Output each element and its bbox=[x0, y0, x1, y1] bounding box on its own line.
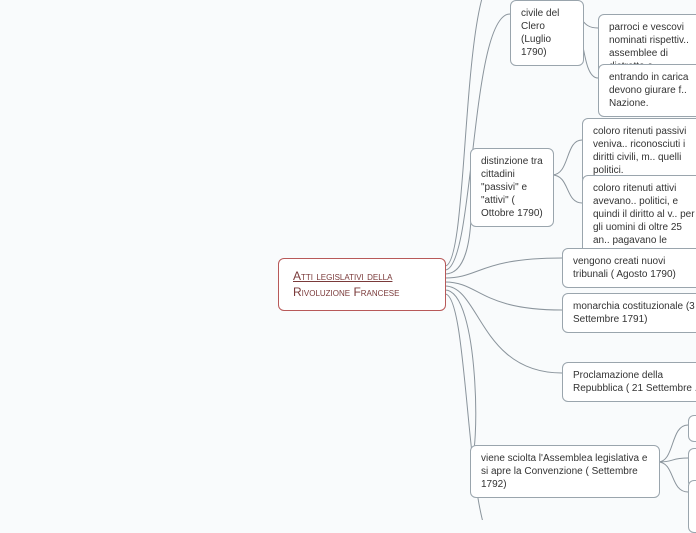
node-conv-c[interactable]: la .. mo.. bbox=[688, 480, 696, 533]
node-conv-a[interactable]: 20.. bbox=[688, 415, 696, 442]
node-tribunali[interactable]: vengono creati nuovi tribunali ( Agosto … bbox=[562, 248, 696, 288]
node-monarchia[interactable]: monarchia costituzionale (3 Settembre 17… bbox=[562, 293, 696, 333]
node-clero-b[interactable]: entrando in carica devono giurare f.. Na… bbox=[598, 64, 696, 117]
node-clero[interactable]: civile del Clero (Luglio 1790) bbox=[510, 0, 584, 66]
node-convenzione[interactable]: viene sciolta l'Assemblea legislativa e … bbox=[470, 445, 660, 498]
node-dist[interactable]: distinzione tra cittadini "passivi" e "a… bbox=[470, 148, 554, 227]
root-line1: Atti legislativi della bbox=[293, 269, 392, 283]
root-node[interactable]: Atti legislativi della Rivoluzione Franc… bbox=[278, 258, 446, 311]
node-repubblica[interactable]: Proclamazione della Repubblica ( 21 Sett… bbox=[562, 362, 696, 402]
mindmap-canvas: Atti legislativi della Rivoluzione Franc… bbox=[0, 0, 696, 520]
root-line2: Rivoluzione Francese bbox=[293, 285, 399, 299]
